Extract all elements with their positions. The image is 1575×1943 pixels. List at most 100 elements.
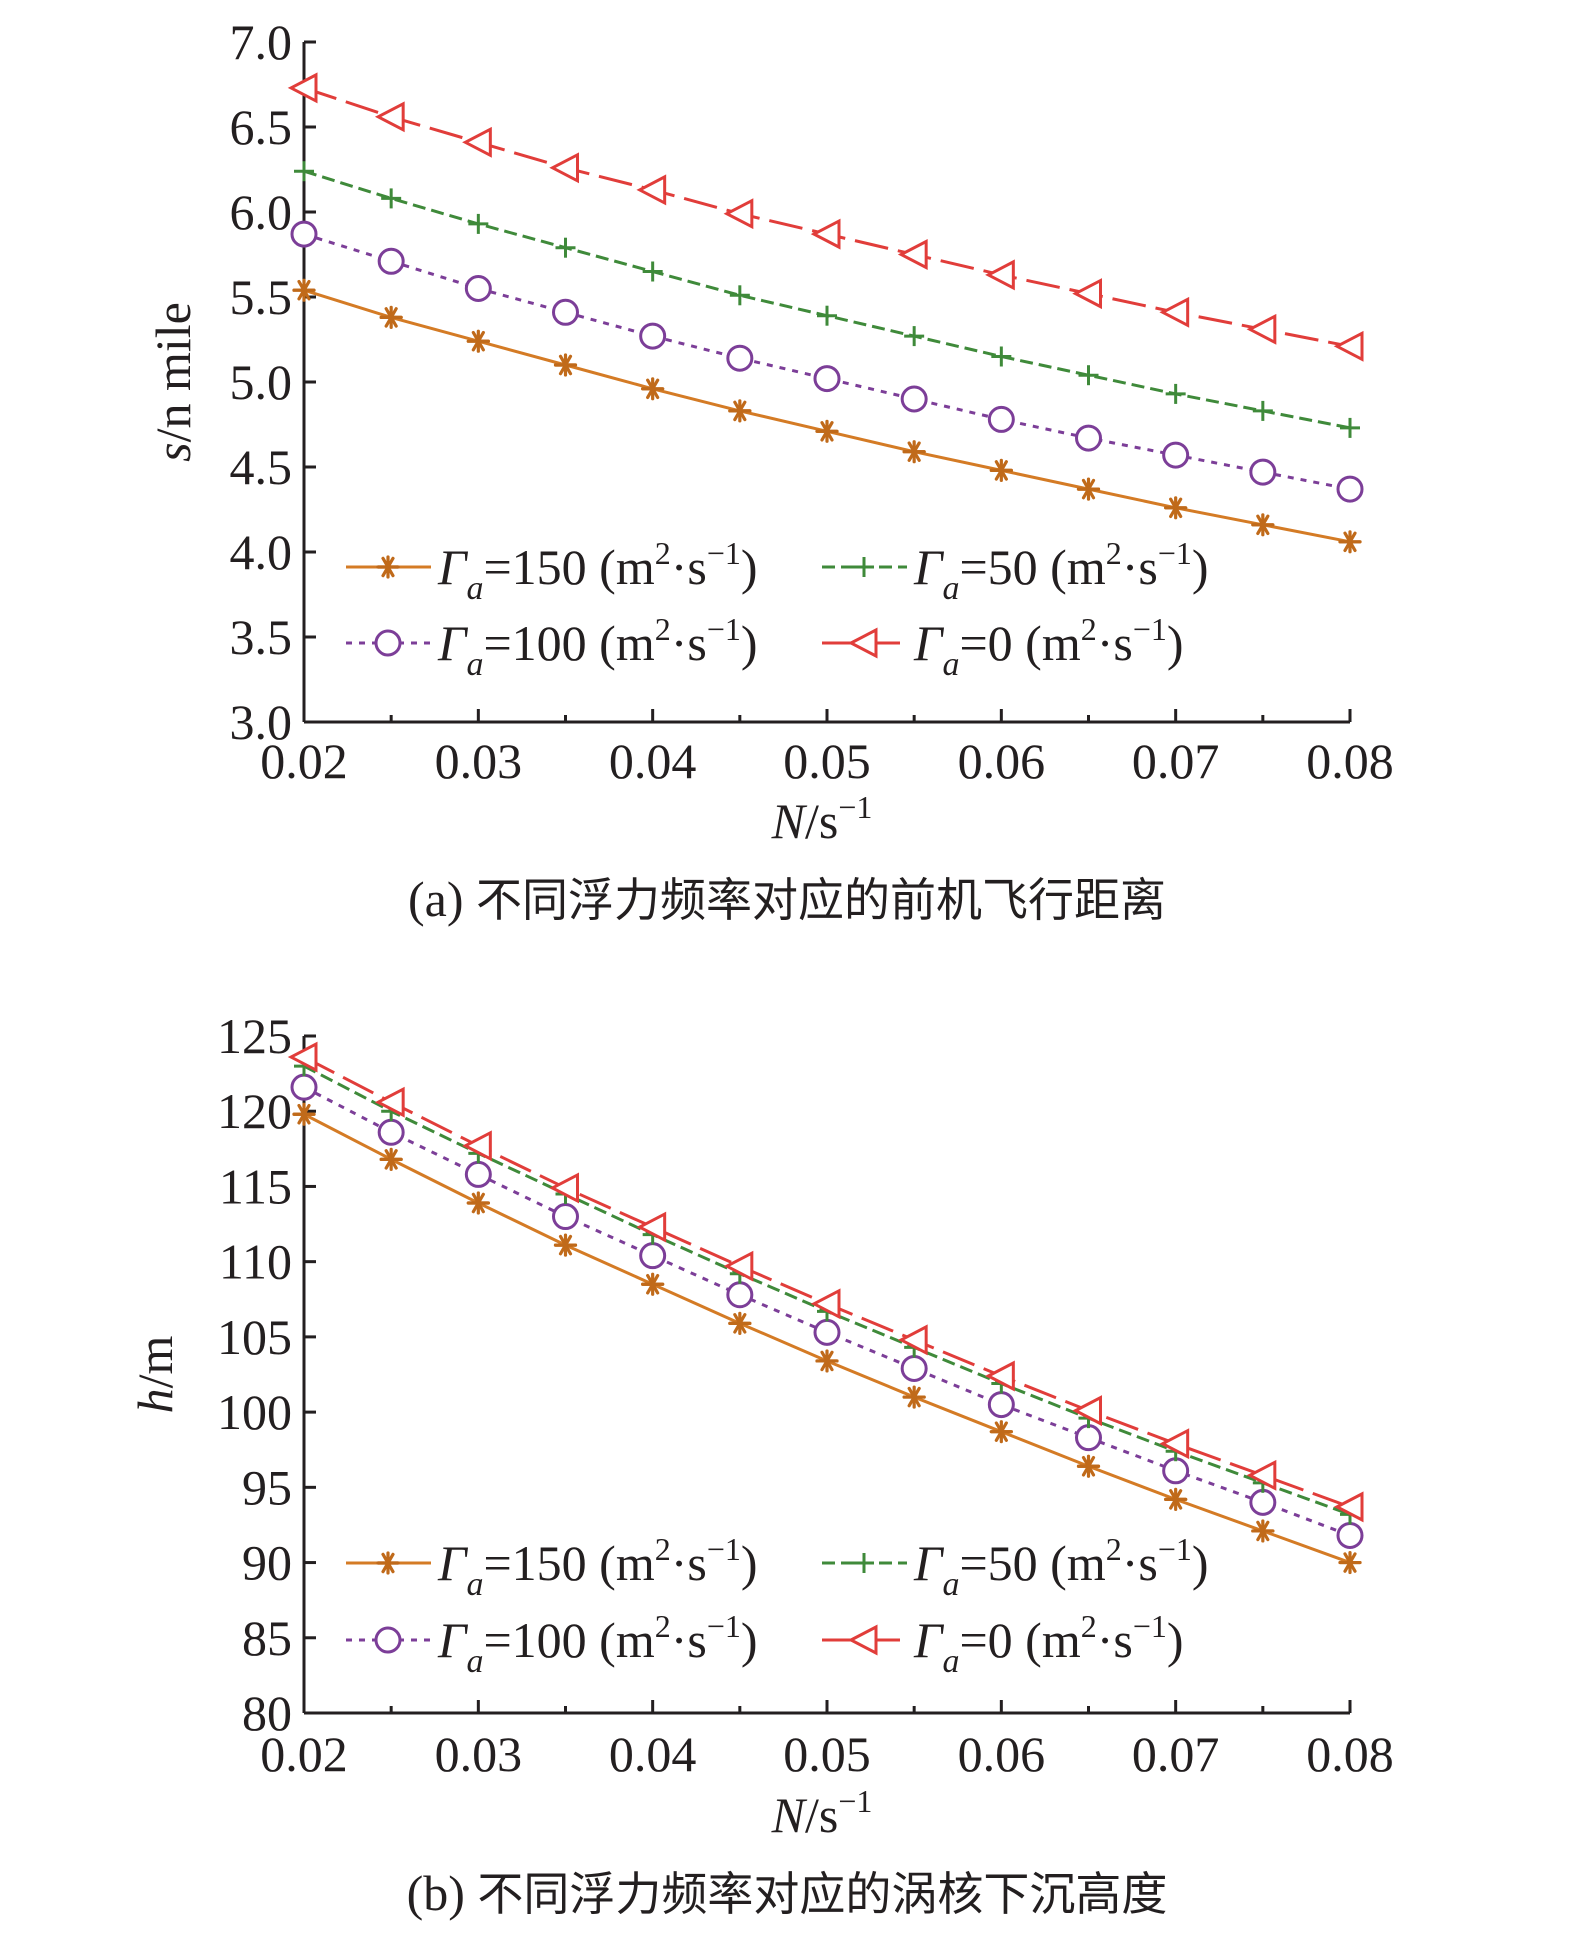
legend-marker [374, 1626, 402, 1654]
y-tick-label: 5.5 [230, 269, 293, 325]
data-point [810, 218, 841, 250]
series-line [303, 232, 1351, 491]
data-point [1075, 424, 1102, 452]
data-point [1078, 365, 1099, 386]
x-axis-label: N/s−1 [771, 789, 873, 849]
data-point [377, 247, 405, 275]
data-point [641, 1272, 665, 1296]
series-circle [290, 1073, 1364, 1549]
series-plus [294, 1056, 1360, 1525]
legend-label: Γa=100 (m2·s−1) [437, 1608, 758, 1680]
series-line [303, 288, 1351, 544]
y-tick-label: 3.5 [230, 609, 293, 665]
x-tick-label: 0.07 [1132, 1726, 1220, 1782]
x-tick-label: 0.02 [260, 1726, 348, 1782]
legend-marker [847, 1624, 878, 1656]
data-point [639, 322, 667, 350]
legend-label: Γa=50 (m2·s−1) [913, 535, 1209, 607]
data-point [641, 377, 665, 401]
data-point [729, 285, 750, 306]
x-tick-label: 0.06 [958, 733, 1046, 789]
data-point [549, 1172, 579, 1204]
data-point [290, 1073, 318, 1101]
data-point [989, 1420, 1013, 1444]
data-point [897, 239, 928, 270]
data-point [466, 329, 490, 353]
data-point [290, 220, 318, 248]
legend-marker [376, 555, 400, 579]
data-point [462, 126, 492, 158]
data-point [1333, 1491, 1364, 1523]
data-point [987, 405, 1015, 433]
data-point [1340, 417, 1360, 438]
legend-entry: Γa=0 (m2·s−1) [822, 1608, 1184, 1680]
legend-marker [854, 1553, 874, 1573]
data-point [1246, 313, 1277, 345]
y-tick-label: 95 [242, 1459, 292, 1515]
data-point [813, 365, 841, 393]
x-tick-label: 0.03 [435, 733, 523, 789]
data-point [900, 1354, 928, 1382]
x-tick-label: 0.03 [435, 1726, 523, 1782]
x-tick-label: 0.04 [609, 1726, 697, 1782]
data-point [374, 1086, 405, 1118]
data-point [1252, 400, 1273, 421]
data-point [287, 72, 318, 104]
figure-caption: (a) 不同浮力频率对应的前机飞行距离 [408, 871, 1166, 927]
data-point [989, 458, 1013, 482]
legend-entry: Γa=100 (m2·s−1) [346, 611, 758, 683]
y-tick-label: 90 [242, 1535, 292, 1591]
data-point [462, 1130, 492, 1162]
data-point [1072, 278, 1102, 310]
data-point [987, 1391, 1015, 1419]
data-point [1162, 1457, 1190, 1485]
data-point [728, 399, 752, 423]
data-point [1162, 441, 1190, 469]
data-point [464, 1160, 492, 1188]
y-tick-label: 6.0 [230, 184, 293, 240]
data-point [991, 346, 1012, 367]
x-tick-label: 0.08 [1306, 733, 1394, 789]
data-point [985, 1360, 1015, 1392]
data-point [287, 1041, 318, 1073]
data-point [1246, 1459, 1277, 1491]
legend: Γa=150 (m2·s−1) Γa=50 (m2·s−1) Γa=100 (m2·… [346, 1531, 1209, 1680]
series-asterisk [292, 278, 1362, 554]
legend-label: Γa=0 (m2·s−1) [913, 1608, 1184, 1680]
data-point [815, 1349, 839, 1373]
legend-entry: Γa=150 (m2·s−1) [346, 535, 758, 607]
data-point [636, 1211, 667, 1243]
legend-entry: Γa=0 (m2·s−1) [822, 611, 1184, 683]
legend-label: Γa=50 (m2·s−1) [913, 1531, 1209, 1603]
panel-b: 80 85 90 95 100 105 110 115 120 125 0.02 0.03 0.04 0.… [127, 1008, 1394, 1921]
data-point [1249, 458, 1277, 486]
figure-caption: (b) 不同浮力频率对应的涡核下沉高度 [407, 1865, 1168, 1921]
x-tick-label: 0.05 [783, 733, 871, 789]
y-tick-label: 100 [217, 1384, 292, 1440]
data-point [464, 275, 492, 302]
data-point [292, 278, 316, 302]
series-plus [294, 161, 1360, 438]
legend-marker [376, 1551, 400, 1575]
data-point [466, 1191, 490, 1215]
data-point [379, 305, 403, 329]
y-tick-label: 120 [217, 1083, 292, 1139]
legend-label: Γa=150 (m2·s−1) [437, 535, 758, 607]
data-point [294, 161, 314, 182]
data-point [1159, 1428, 1190, 1460]
legend-marker [854, 557, 874, 577]
x-tick-label: 0.07 [1132, 733, 1220, 789]
data-point [377, 1118, 405, 1146]
data-point [642, 261, 663, 282]
data-point [810, 1288, 841, 1320]
data-point [723, 198, 754, 230]
data-point [636, 174, 667, 206]
y-tick-label: 3.0 [230, 694, 293, 750]
y-tick-label: 105 [217, 1309, 292, 1365]
legend: Γa=150 (m2·s−1) Γa=50 (m2·s−1) Γa=100 (m2·… [346, 535, 1209, 683]
data-point [1333, 330, 1364, 362]
data-point [902, 440, 926, 464]
data-point [726, 344, 754, 372]
data-point [813, 1318, 841, 1346]
data-point [1076, 1454, 1101, 1478]
